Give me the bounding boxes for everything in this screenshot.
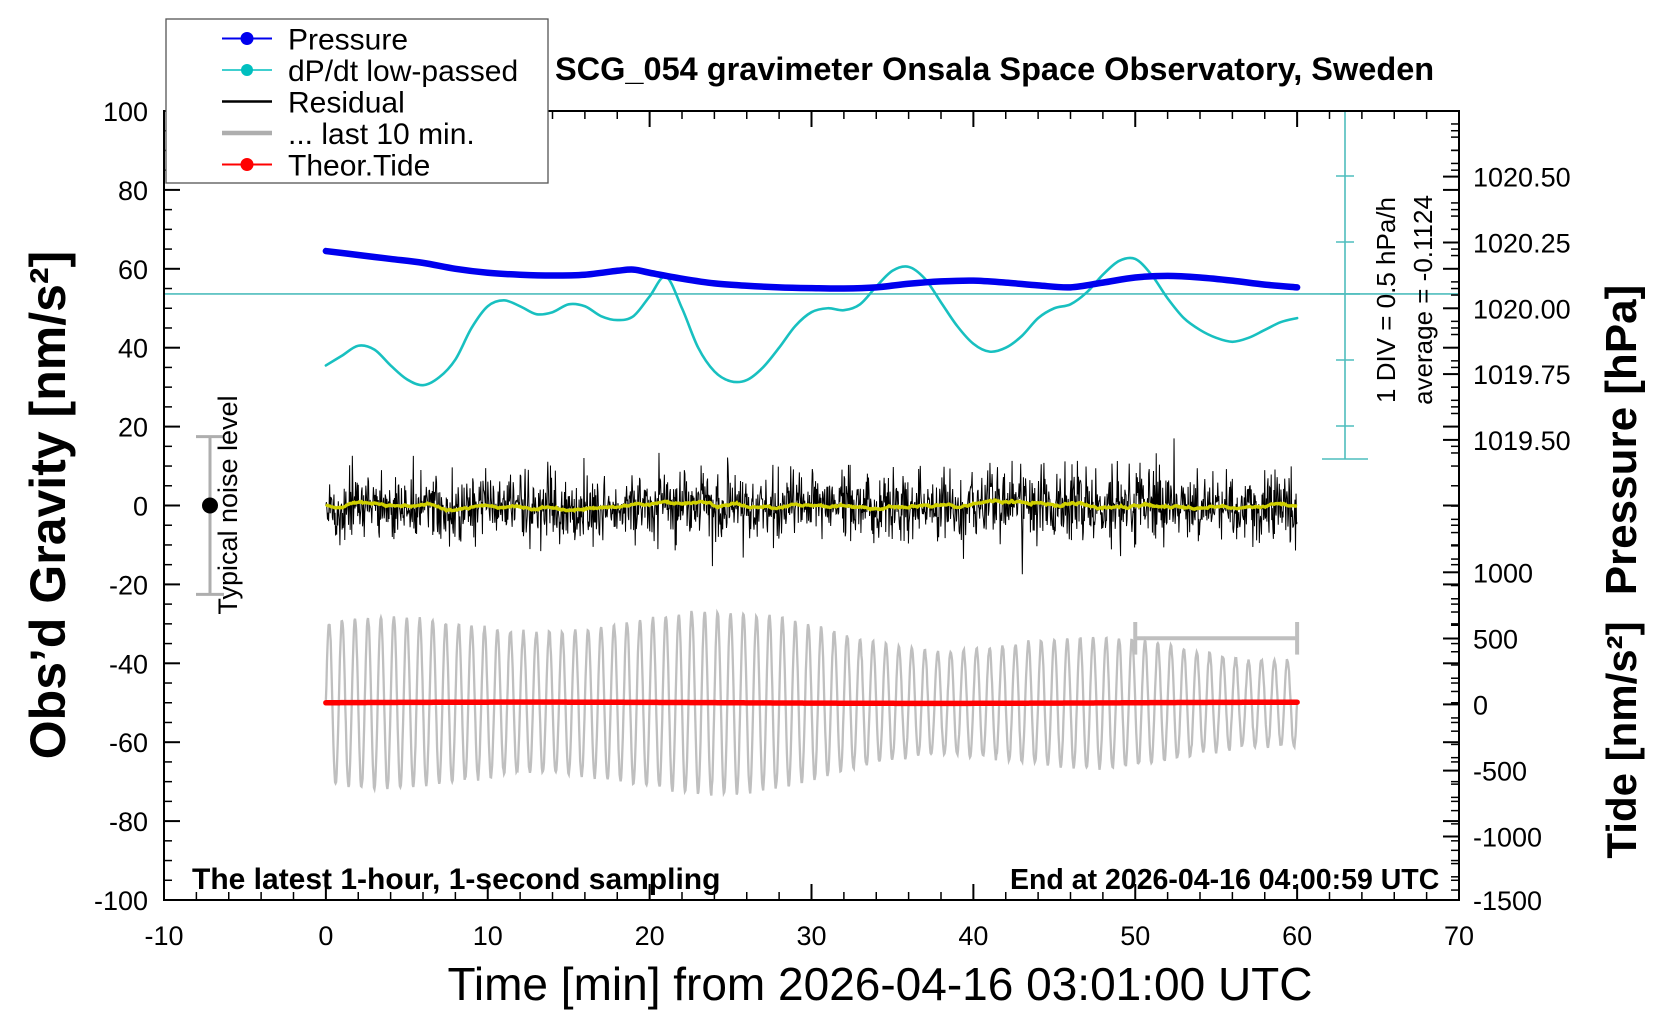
- svg-text:-500: -500: [1473, 757, 1527, 787]
- svg-text:-10: -10: [144, 921, 183, 951]
- svg-text:End at 2026-04-16 04:00:59 UTC: End at 2026-04-16 04:00:59 UTC: [1010, 864, 1439, 896]
- svg-text:-1500: -1500: [1473, 886, 1542, 916]
- svg-text:10: 10: [473, 921, 503, 951]
- svg-text:The latest 1-hour, 1-second sa: The latest 1-hour, 1-second sampling: [192, 863, 720, 896]
- svg-text:40: 40: [118, 334, 148, 364]
- svg-text:1020.50: 1020.50: [1473, 163, 1571, 193]
- svg-text:Pressure: Pressure: [288, 24, 408, 57]
- svg-text:80: 80: [118, 176, 148, 206]
- svg-text:1020.25: 1020.25: [1473, 229, 1571, 259]
- svg-text:0: 0: [133, 492, 148, 522]
- svg-text:Time [min] from 2026-04-16 03:: Time [min] from 2026-04-16 03:01:00 UTC: [448, 958, 1313, 1010]
- svg-text:500: 500: [1473, 625, 1518, 655]
- svg-text:-1000: -1000: [1473, 823, 1542, 853]
- svg-text:dP/dt low-passed: dP/dt low-passed: [288, 55, 518, 88]
- svg-text:-40: -40: [109, 649, 148, 679]
- svg-text:-20: -20: [109, 570, 148, 600]
- svg-text:Obs’d Gravity [nm/s²]: Obs’d Gravity [nm/s²]: [20, 251, 76, 759]
- svg-text:40: 40: [958, 921, 988, 951]
- svg-text:Tide [nm/s²]: Tide [nm/s²]: [1598, 621, 1645, 858]
- svg-text:-80: -80: [109, 807, 148, 837]
- svg-text:average = -0.1124: average = -0.1124: [1408, 195, 1438, 405]
- svg-text:Residual: Residual: [288, 87, 405, 120]
- svg-text:20: 20: [635, 921, 665, 951]
- svg-text:-60: -60: [109, 728, 148, 758]
- svg-text:50: 50: [1120, 921, 1150, 951]
- svg-text:0: 0: [1473, 690, 1488, 720]
- svg-text:1020.00: 1020.00: [1473, 294, 1571, 324]
- svg-text:30: 30: [796, 921, 826, 951]
- svg-text:... last 10 min.: ... last 10 min.: [288, 118, 475, 151]
- svg-text:60: 60: [118, 255, 148, 285]
- svg-text:Typical noise level: Typical noise level: [213, 395, 243, 614]
- svg-text:1019.50: 1019.50: [1473, 426, 1571, 456]
- svg-text:SCG_054 gravimeter Onsala Spac: SCG_054 gravimeter Onsala Space Observat…: [555, 51, 1434, 87]
- svg-text:Theor.Tide: Theor.Tide: [288, 150, 430, 183]
- svg-text:60: 60: [1282, 921, 1312, 951]
- svg-text:70: 70: [1444, 921, 1474, 951]
- svg-text:1 DIV = 0.5 hPa/h: 1 DIV = 0.5 hPa/h: [1371, 197, 1401, 403]
- svg-text:100: 100: [103, 97, 148, 127]
- svg-text:1000: 1000: [1473, 558, 1533, 588]
- svg-text:0: 0: [318, 921, 333, 951]
- svg-text:-100: -100: [94, 886, 148, 916]
- svg-text:1019.75: 1019.75: [1473, 360, 1571, 390]
- svg-text:20: 20: [118, 413, 148, 443]
- svg-text:Pressure [hPa]: Pressure [hPa]: [1597, 285, 1646, 596]
